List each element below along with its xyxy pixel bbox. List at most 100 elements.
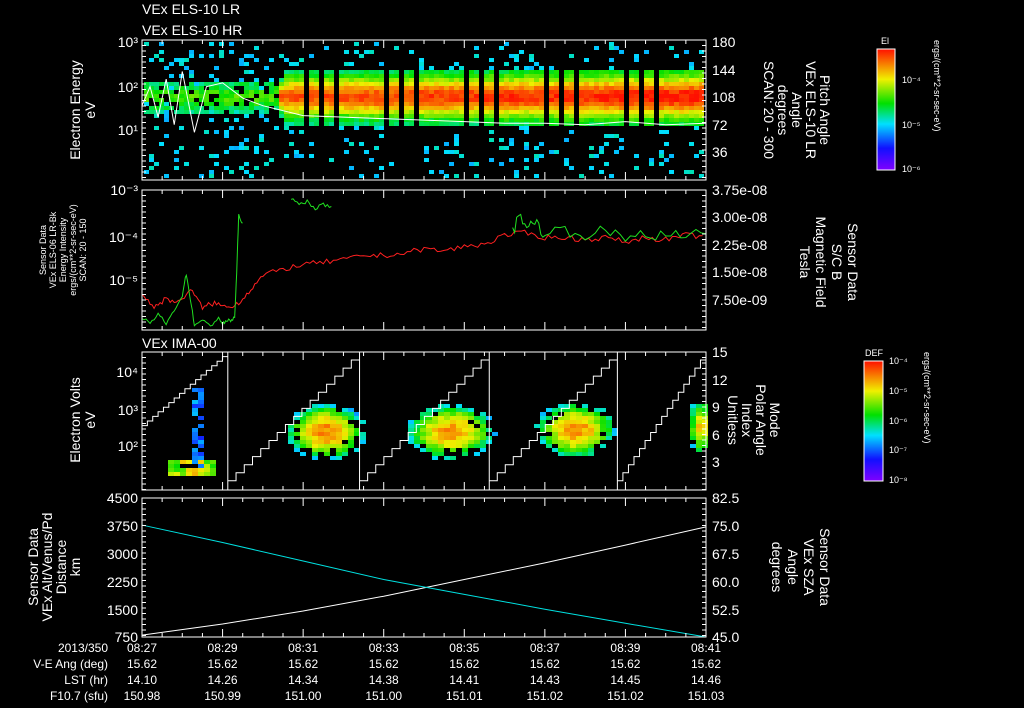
spectrogram-cell xyxy=(192,440,198,444)
polar-angle-index-line xyxy=(142,356,228,427)
spectrogram-cell xyxy=(519,70,524,74)
spectrogram-cell xyxy=(450,424,456,428)
spectrogram-cell xyxy=(514,122,519,126)
spectrogram-cell xyxy=(434,78,439,82)
spectrogram-cell xyxy=(684,170,689,174)
spectrogram-cell xyxy=(534,62,539,66)
panel2-y2label: Magnetic Field xyxy=(813,216,829,307)
spectrogram-cell xyxy=(600,444,606,448)
spectrogram-cell xyxy=(699,106,704,110)
spectrogram-cell xyxy=(696,404,702,408)
spectrogram-cell xyxy=(582,452,588,456)
spectrogram-cell xyxy=(239,102,244,106)
spectrogram-cell xyxy=(664,110,669,114)
spectrogram-cell xyxy=(514,82,519,86)
spectrogram-cell xyxy=(324,428,330,432)
spectrogram-cell xyxy=(318,420,324,424)
spectrogram-cell xyxy=(549,114,554,118)
spectrogram-cell xyxy=(314,74,319,78)
spectrogram-cell xyxy=(669,94,674,98)
spectrogram-cell xyxy=(318,412,324,416)
spectrogram-cell xyxy=(539,114,544,118)
spectrogram-cell xyxy=(224,82,229,86)
spectrogram-cell xyxy=(558,452,564,456)
spectrogram-cell xyxy=(499,118,504,122)
spectrogram-cell xyxy=(519,82,524,86)
polar-angle-index-line xyxy=(227,359,360,482)
spectrogram-cell xyxy=(699,150,704,154)
spectrogram-cell xyxy=(614,82,619,86)
spectrogram-cell xyxy=(569,70,574,74)
spectrogram-cell xyxy=(609,94,614,98)
spectrogram-cell xyxy=(468,428,474,432)
spectrogram-cell xyxy=(564,106,569,110)
spectrogram-cell xyxy=(564,448,570,452)
spectrogram-cell xyxy=(364,118,369,122)
spectrogram-cell xyxy=(594,408,600,412)
spectrogram-cell xyxy=(524,142,529,146)
spectrogram-cell xyxy=(164,174,169,178)
spectrogram-cell xyxy=(344,94,349,98)
spectrogram-cell xyxy=(540,420,546,424)
spectrogram-cell xyxy=(294,444,300,448)
spectrogram-cell xyxy=(324,78,329,82)
spectrogram-cell xyxy=(619,74,624,78)
spectrogram-cell xyxy=(408,428,414,432)
spectrogram-cell xyxy=(229,126,234,130)
spectrogram-cell xyxy=(259,134,264,138)
spectrogram-cell xyxy=(279,54,284,58)
spectrogram-cell xyxy=(259,102,264,106)
spectrogram-cell xyxy=(674,94,679,98)
spectrogram-cell xyxy=(509,142,514,146)
spectrogram-cell xyxy=(424,98,429,102)
spectrogram-cell xyxy=(269,102,274,106)
spectrogram-cell xyxy=(229,102,234,106)
spectrogram-cell xyxy=(219,98,224,102)
spectrogram-cell xyxy=(219,86,224,90)
spectrogram-cell xyxy=(459,154,464,158)
spectrogram-cell xyxy=(468,424,474,428)
spectrogram-cell xyxy=(239,82,244,86)
spectrogram-cell xyxy=(438,412,444,416)
spectrogram-cell xyxy=(679,90,684,94)
spectrogram-cell xyxy=(169,62,174,66)
x-tick-value: 151.02 xyxy=(527,689,564,703)
spectrogram-cell xyxy=(312,404,318,408)
spectrogram-cell xyxy=(164,66,169,70)
spectrogram-cell xyxy=(489,110,494,114)
spectrogram-cell xyxy=(499,114,504,118)
colorbar-def-tick: 10⁻⁵ xyxy=(889,386,908,396)
spectrogram-cell xyxy=(614,102,619,106)
spectrogram-cell xyxy=(144,42,149,46)
spectrogram-cell xyxy=(404,74,409,78)
spectrogram-cell xyxy=(414,436,420,440)
spectrogram-cell xyxy=(696,416,702,420)
spectrogram-cell xyxy=(369,78,374,82)
spectrogram-cell xyxy=(374,114,379,118)
y-tick-label: 2250 xyxy=(107,574,138,590)
spectrogram-cell xyxy=(306,428,312,432)
spectrogram-cell xyxy=(469,102,474,106)
spectrogram-cell xyxy=(614,122,619,126)
spectrogram-cell xyxy=(514,106,519,110)
spectrogram-cell xyxy=(438,432,444,436)
spectrogram-cell xyxy=(609,74,614,78)
spectrogram-cell xyxy=(439,106,444,110)
spectrogram-cell xyxy=(604,162,609,166)
spectrogram-cell xyxy=(576,420,582,424)
spectrogram-cell xyxy=(289,62,294,66)
spectrogram-cell xyxy=(354,412,360,416)
spectrogram-cell xyxy=(579,86,584,90)
spectrogram-cell xyxy=(629,70,634,74)
spectrogram-cell xyxy=(509,90,514,94)
spectrogram-cell xyxy=(429,170,434,174)
spectrogram-cell xyxy=(469,122,474,126)
spectrogram-cell xyxy=(604,70,609,74)
spectrogram-cell xyxy=(348,408,354,412)
spectrogram-cell xyxy=(454,98,459,102)
spectrogram-cell xyxy=(344,90,349,94)
spectrogram-cell xyxy=(434,90,439,94)
spectrogram-cell xyxy=(582,412,588,416)
spectrogram-cell xyxy=(614,98,619,102)
spectrogram-cell xyxy=(689,118,694,122)
